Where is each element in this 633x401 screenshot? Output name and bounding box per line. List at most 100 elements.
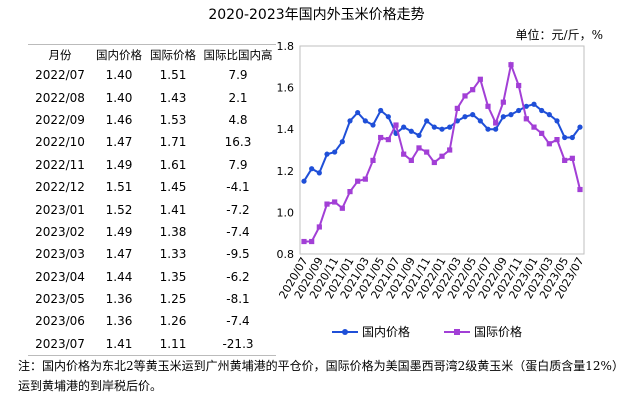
data-point: [362, 176, 368, 182]
data-point: [500, 114, 506, 120]
table-cell: -7.4: [226, 224, 250, 239]
table-cell: 1.61: [159, 157, 187, 172]
data-point: [454, 105, 460, 111]
data-point: [508, 112, 514, 118]
data-point: [378, 107, 384, 114]
table-cell: -9.5: [226, 247, 250, 262]
footnote: 注：国内价格为东北2等黄玉米运到广州黄埔港的平仓价，国际价格为美国墨西哥湾2级黄…: [18, 359, 618, 393]
data-point: [309, 166, 315, 172]
table-cell: -6.2: [226, 269, 250, 284]
table-cell: 2023/02: [35, 224, 85, 239]
data-point: [324, 201, 330, 207]
table-cell: 1.40: [105, 90, 133, 105]
table-cell: 1.52: [105, 202, 133, 217]
data-point: [508, 62, 514, 68]
data-point: [477, 118, 483, 124]
data-point: [546, 112, 552, 118]
table-row: 2023/04 1.44 1.35 -6.2: [28, 266, 276, 288]
table-cell: 1.49: [105, 224, 133, 239]
data-point: [347, 118, 353, 124]
table-cell: 1.43: [159, 90, 187, 105]
table-row: 2022/08 1.40 1.43 2.1: [28, 86, 276, 108]
table-cell: -8.1: [226, 292, 250, 307]
data-point: [416, 132, 422, 139]
data-point: [569, 155, 575, 161]
data-point: [339, 205, 345, 211]
data-point: [324, 151, 330, 157]
data-point: [554, 137, 560, 143]
table-cell: -4.1: [226, 180, 250, 195]
table-row: 2023/01 1.52 1.41 -7.2: [28, 198, 276, 220]
table-cell: 1.38: [159, 224, 187, 239]
data-point: [485, 103, 491, 109]
table-cell: 1.41: [92, 332, 146, 357]
table-cell: 4.8: [228, 112, 248, 127]
data-point: [531, 124, 537, 130]
table-cell: 2022/07: [35, 68, 85, 83]
table-cell: 1.41: [159, 202, 187, 217]
table-cell: 2.1: [228, 90, 248, 105]
data-point: [431, 159, 437, 166]
table-cell: 2023/01: [35, 202, 85, 217]
data-point: [385, 137, 391, 143]
legend-marker: [342, 329, 348, 335]
data-point: [431, 124, 437, 130]
table-cell: 1.36: [105, 314, 133, 329]
data-point: [301, 238, 307, 245]
y-tick-label: 1.4: [277, 123, 295, 136]
table-cell: 2022/09: [35, 112, 85, 127]
table-cell: 1.11: [146, 332, 200, 357]
data-point: [401, 151, 407, 157]
data-point: [516, 107, 522, 114]
data-point: [470, 87, 476, 93]
y-tick-label: 1.0: [277, 206, 295, 219]
data-point: [493, 120, 499, 126]
data-point: [301, 178, 307, 184]
table-cell: 7.9: [228, 68, 248, 83]
table-cell: 2023/07: [28, 332, 92, 357]
data-point: [577, 186, 583, 193]
data-point: [370, 122, 376, 128]
table-row: 2022/10 1.47 1.71 16.3: [28, 131, 276, 153]
data-point: [546, 141, 552, 147]
legend-label: 国内价格: [362, 324, 410, 339]
data-point: [516, 82, 522, 89]
table-cell: 1.25: [159, 292, 187, 307]
table-cell: 1.51: [105, 180, 133, 195]
data-point: [309, 238, 315, 245]
data-point: [531, 101, 537, 107]
table-cell: 1.35: [159, 269, 187, 284]
table-cell: 1.51: [159, 68, 187, 83]
data-point: [562, 157, 568, 163]
table-row: 2022/09 1.46 1.53 4.8: [28, 109, 276, 131]
table-cell: 1.36: [105, 292, 133, 307]
price-table: 月份 国内价格 国际价格 国际比国内高 2022/07 1.40 1.51 7.9 20…: [28, 44, 276, 357]
table-row: 2023/07 1.41 1.11 -21.3: [28, 332, 276, 357]
data-point: [332, 199, 338, 205]
data-point: [416, 145, 422, 151]
y-tick-label: 0.8: [277, 248, 295, 261]
table-cell: 1.46: [105, 112, 133, 127]
table-cell: 2022/10: [35, 135, 85, 150]
table-cell: 2023/05: [35, 292, 85, 307]
price-line-chart: 0.81.01.21.41.61.82020/072020/092020/112…: [276, 40, 586, 339]
y-tick-label: 1.8: [277, 40, 295, 53]
table-cell: 1.26: [159, 314, 187, 329]
data-point: [447, 147, 453, 153]
table-cell: 1.47: [105, 247, 133, 262]
table-cell: -7.4: [226, 314, 250, 329]
data-point: [447, 124, 453, 130]
table-cell: 2022/08: [35, 90, 85, 105]
data-point: [355, 109, 361, 116]
table-header: 国内价格: [92, 44, 146, 64]
data-point: [462, 114, 468, 120]
unit-label: 单位：元/斤，%: [515, 28, 603, 42]
table-cell: 2022/12: [35, 180, 85, 195]
data-point: [424, 149, 430, 155]
table-row: 2023/02 1.49 1.38 -7.4: [28, 221, 276, 243]
table-cell: 1.53: [159, 112, 187, 127]
table-row: 2022/12 1.51 1.45 -4.1: [28, 176, 276, 198]
data-point: [554, 118, 560, 124]
legend-label: 国际价格: [474, 324, 522, 339]
table-row: 2022/07 1.40 1.51 7.9: [28, 64, 276, 86]
